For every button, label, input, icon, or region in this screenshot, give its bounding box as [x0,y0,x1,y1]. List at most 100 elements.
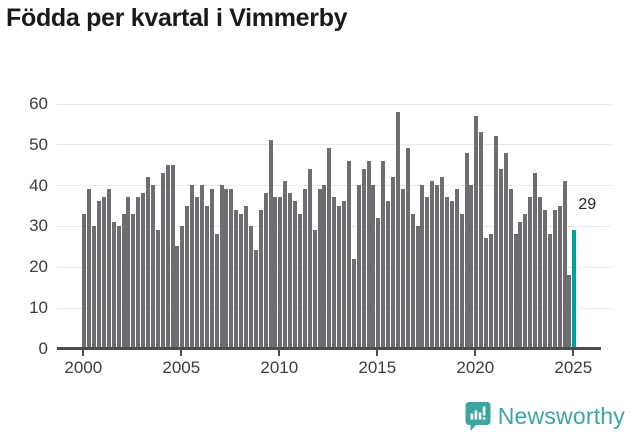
bar [557,205,562,349]
bar [229,189,234,349]
bar [244,205,249,349]
bar [503,152,508,349]
bar [562,181,567,349]
bar [180,225,185,349]
x-axis-tick [376,350,379,357]
bar [106,189,111,349]
bar [268,140,273,349]
bar [224,189,229,349]
y-axis-tick-label: 10 [29,298,48,318]
bar [219,185,224,349]
bar [498,168,503,349]
bar [150,185,155,349]
gridline [57,185,613,187]
bar [454,189,459,349]
y-axis-tick-label: 50 [29,134,48,154]
y-axis-tick-label: 20 [29,257,48,277]
x-axis-tick [474,350,477,357]
bar [209,189,214,349]
bar [253,250,258,349]
bar [263,193,268,349]
bar [395,111,400,349]
bar [293,201,298,349]
bar [430,181,435,349]
bar [170,164,175,349]
x-axis-tick-label: 2015 [358,358,397,378]
x-axis-tick-label: 2000 [64,358,103,378]
bar [283,181,288,349]
gridline [57,144,613,146]
bar [533,172,538,349]
bar [410,213,415,349]
bar [420,185,425,349]
bar [518,221,523,349]
bar [195,197,200,349]
bar [239,213,244,349]
bar [444,197,449,349]
x-axis-tick [278,350,281,357]
bar [332,197,337,349]
bar [459,213,464,349]
bar [234,209,239,349]
bar [297,213,302,349]
bar [141,193,146,349]
bar [278,197,283,349]
gridline [57,103,613,105]
bar [528,197,533,349]
bar [489,234,494,349]
y-axis-tick-label: 30 [29,216,48,236]
y-axis-tick-label: 0 [38,338,48,358]
bar [415,225,420,349]
bar [361,168,366,349]
bar [273,197,278,349]
bar [327,148,332,349]
bar [111,221,116,349]
bar [386,201,391,349]
bar [381,160,386,349]
bar [356,185,361,349]
bar [391,177,396,349]
bar [400,189,405,349]
bar [101,197,106,349]
bar [552,209,557,349]
bar [146,177,151,349]
bar [312,230,317,349]
bar [116,225,121,349]
x-axis-tick [180,350,183,357]
bar [258,209,263,349]
bar [479,132,484,349]
bar [376,217,381,349]
newsworthy-icon [465,401,491,432]
newsworthy-logo: Newsworthy [465,401,625,432]
x-axis-tick-label: 2010 [260,358,299,378]
last-value-label: 29 [578,196,597,214]
bar [567,274,572,349]
bar [371,185,376,349]
bar [366,160,371,349]
bar [307,168,312,349]
bar [136,197,141,349]
bar [131,213,136,349]
bar [175,246,180,349]
bar [346,160,351,349]
x-axis-tick [82,350,85,357]
bar [440,177,445,349]
bar [493,136,498,349]
bar [288,193,293,349]
newsworthy-wordmark: Newsworthy [497,403,625,429]
bar [435,185,440,349]
bar [523,213,528,349]
bar [302,189,307,349]
y-axis-tick-label: 40 [29,175,48,195]
bar [97,201,102,349]
bar [160,172,165,349]
bar [464,152,469,349]
bar [248,225,253,349]
bar [317,189,322,349]
bar [185,205,190,349]
chart-title: Födda per kvartal i Vimmerby [6,4,348,32]
x-axis-tick-label: 2020 [456,358,495,378]
bar [542,209,547,349]
bar [351,258,356,349]
